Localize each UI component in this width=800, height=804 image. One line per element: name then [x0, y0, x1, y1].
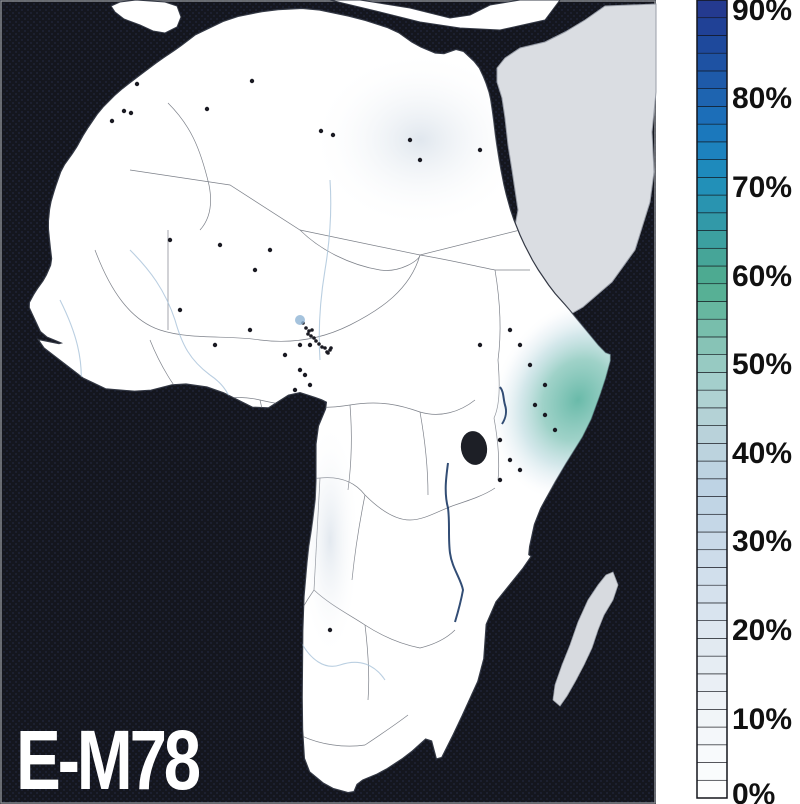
svg-text:80%: 80% [732, 82, 792, 115]
svg-text:20%: 20% [732, 614, 792, 647]
svg-text:10%: 10% [732, 703, 792, 736]
svg-text:50%: 50% [732, 348, 792, 381]
svg-text:30%: 30% [732, 525, 792, 558]
svg-text:90%: 90% [732, 0, 792, 27]
svg-text:70%: 70% [732, 171, 792, 204]
svg-text:0%: 0% [732, 778, 775, 804]
svg-text:40%: 40% [732, 437, 792, 470]
svg-text:60%: 60% [732, 260, 792, 293]
